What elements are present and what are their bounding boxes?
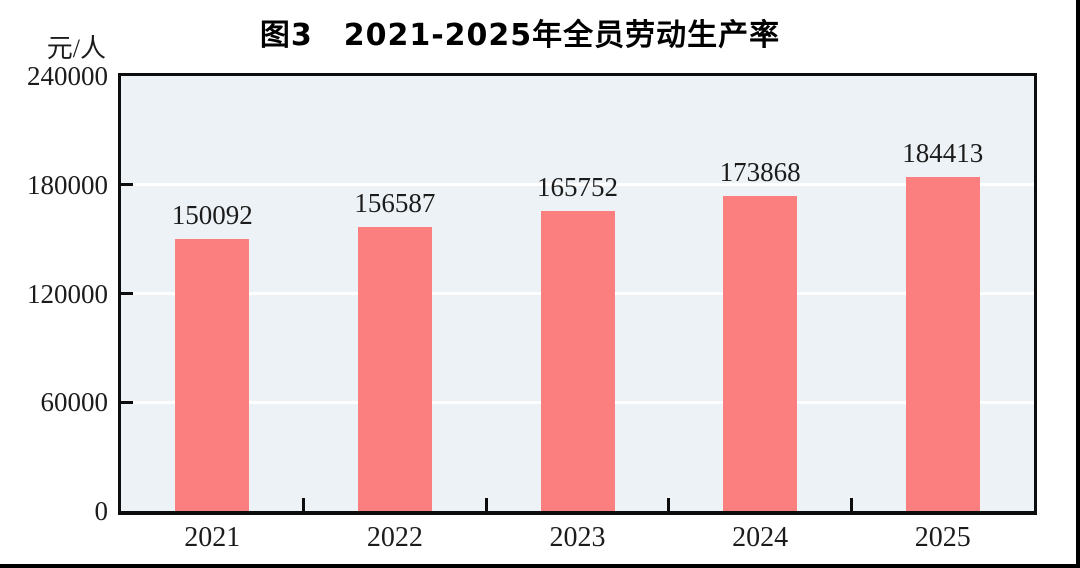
x-axis-label-2025: 2025 — [914, 522, 971, 553]
y-axis-label-0: 0 — [94, 496, 109, 526]
bar-value-label-2024: 173868 — [719, 156, 801, 187]
x-axis-label-2022: 2022 — [366, 522, 423, 553]
x-tick-mark-3 — [667, 498, 671, 511]
plot-area: 150092 156587 165752 173868 184413 — [118, 73, 1037, 515]
x-tick-mark-1 — [302, 498, 306, 511]
x-axis-label-2023: 2023 — [549, 522, 606, 553]
y-axis-unit-label: 元/人 — [46, 34, 106, 63]
bar-2024 — [723, 195, 798, 511]
x-tick-mark-2 — [484, 498, 488, 511]
bar-2022 — [357, 227, 432, 511]
x-axis-label-2021: 2021 — [184, 522, 241, 553]
bar-2025 — [905, 176, 980, 511]
x-tick-mark-4 — [849, 498, 853, 511]
bar-value-label-2021: 150092 — [171, 199, 253, 230]
gridline-180000 — [121, 183, 1034, 187]
chart-title: 图3 2021-2025年全员劳动生产率 — [259, 18, 781, 53]
bar-value-label-2025: 184413 — [902, 137, 984, 168]
y-tick-mark-60000 — [121, 400, 133, 404]
bar-value-label-2023: 165752 — [537, 171, 618, 202]
bar-value-label-2022: 156587 — [354, 188, 436, 219]
x-axis-label-2024: 2024 — [732, 522, 789, 553]
y-axis-label-240000: 240000 — [27, 61, 108, 91]
y-tick-mark-120000 — [121, 292, 133, 295]
y-axis-label-180000: 180000 — [27, 169, 108, 200]
y-tick-mark-180000 — [121, 183, 133, 187]
y-axis-label-60000: 60000 — [40, 387, 109, 418]
y-axis-label-120000: 120000 — [27, 278, 108, 309]
bar-2021 — [175, 238, 250, 511]
bar-2023 — [540, 210, 615, 511]
